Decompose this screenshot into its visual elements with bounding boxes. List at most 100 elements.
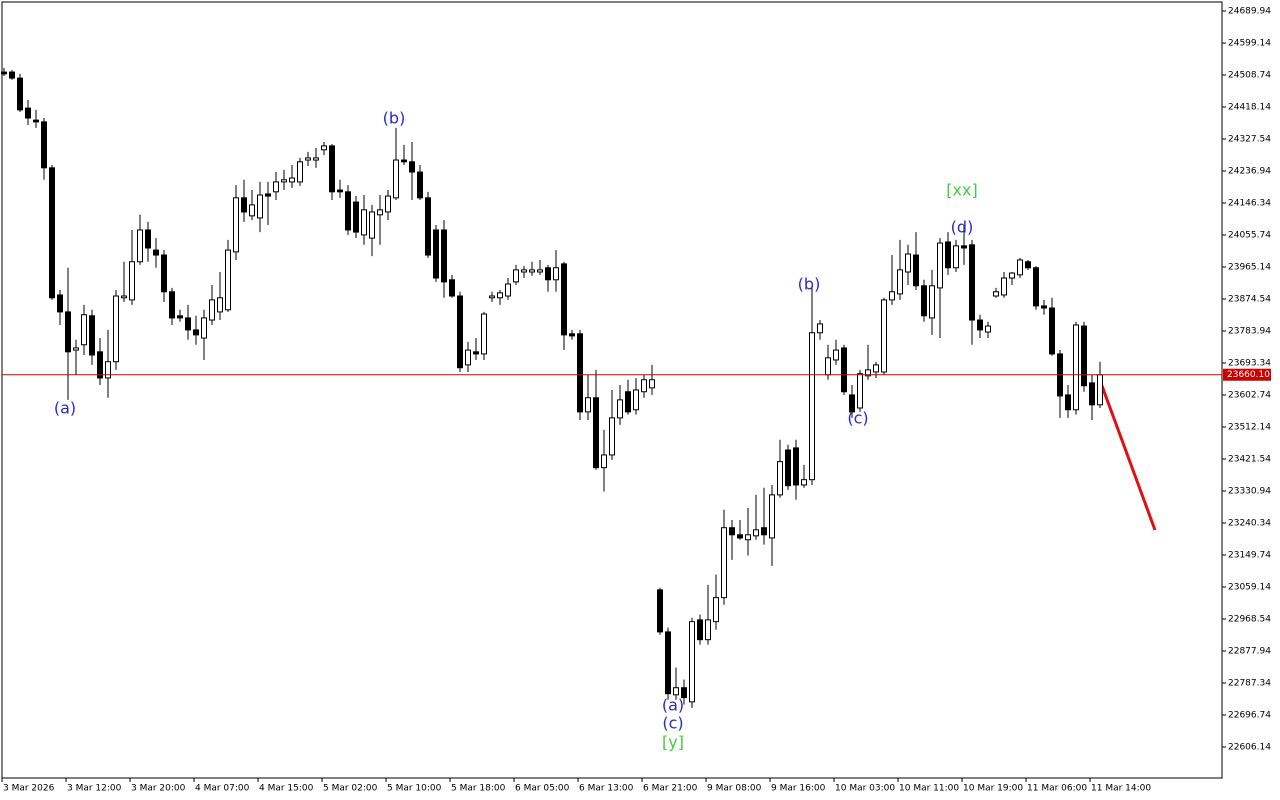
candle-body [961,245,967,249]
candle [233,185,239,260]
candle [561,261,567,351]
candle-body [665,631,671,695]
candle-body [1049,307,1055,355]
candle [609,389,615,460]
y-tick-label: 24327.54 [1228,134,1271,144]
candle [17,73,23,112]
candle [817,320,823,340]
candle-body [185,317,191,331]
candle-body [385,195,391,213]
candle [425,191,431,258]
candle [89,309,95,365]
candle-body [729,527,735,536]
candle-body [641,379,647,393]
candle-body [937,242,943,289]
candle-body [633,389,639,411]
candle-body [209,299,215,321]
candle [1033,265,1039,310]
candle-body [617,399,623,419]
candle [945,232,951,275]
candle [833,339,839,365]
y-tick-label: 24418.14 [1228,102,1271,112]
candle-body [257,194,263,219]
candle [33,109,39,128]
candle-body [721,527,727,599]
candle [321,142,327,156]
candle-body [817,323,823,334]
current-price-label: 23660.10 [1227,370,1270,380]
candle [57,290,63,325]
candle [953,239,959,272]
candle [465,341,471,372]
x-tick-label: 5 Mar 02:00 [323,784,378,794]
candle-body [553,267,559,281]
candle-body [41,121,47,169]
candle-body [769,494,775,539]
candle-body [825,357,831,376]
candle [681,679,687,705]
x-tick-label: 5 Mar 18:00 [451,784,506,794]
candle-body [193,329,199,336]
candle-body [1073,324,1079,411]
candle [377,194,383,245]
x-tick-label: 6 Mar 05:00 [515,784,570,794]
candle [857,369,863,412]
y-tick-label: 24508.74 [1228,70,1271,80]
candle [697,614,703,645]
candle [481,311,487,360]
candle [937,238,943,339]
candle [353,196,359,239]
candle [897,239,903,300]
x-tick-label: 6 Mar 21:00 [643,784,698,794]
candle-body [313,157,319,161]
candle [721,509,727,605]
candle-body [801,479,807,486]
candle-body [585,397,591,413]
candle [273,172,279,200]
candle-body [353,201,359,233]
candle [129,229,135,305]
candle-body [169,291,175,319]
candle-body [913,254,919,287]
candle-body [1097,374,1103,406]
candle-body [945,241,951,269]
candle-body [273,181,279,193]
candle-body [97,351,103,379]
candle-body [929,285,935,319]
candle-body [481,313,487,355]
candle [505,277,511,300]
y-tick-label: 23783.94 [1228,326,1271,336]
candle [65,267,71,400]
candle [777,439,783,498]
candle-body [689,621,695,703]
candle-body [145,229,151,249]
x-tick-label: 4 Mar 15:00 [259,784,314,794]
candle-body [561,263,567,336]
wave-label: [y] [662,733,684,752]
candle [593,369,599,470]
candle-body [977,319,983,331]
candle [225,239,231,312]
candle-body [841,347,847,393]
candle-body [809,332,815,481]
candle-body [625,391,631,413]
candle [137,214,143,265]
y-tick-label: 23421.54 [1228,454,1271,464]
wave-label: (c) [662,714,683,733]
candle-body [57,294,63,313]
candle-body [513,269,519,283]
candle [1081,321,1087,392]
candle [513,264,519,286]
candle-body [65,311,71,353]
candle [385,190,391,221]
candle [457,291,463,372]
candle [449,274,455,298]
candle [585,374,591,420]
x-tick-label: 3 Mar 12:00 [67,784,122,794]
forecast-arrow [1096,374,1157,531]
candle-body [9,71,15,79]
y-tick-label: 24055.74 [1228,230,1271,240]
candle-body [161,254,167,293]
candle-body [425,197,431,256]
candle [97,338,103,386]
